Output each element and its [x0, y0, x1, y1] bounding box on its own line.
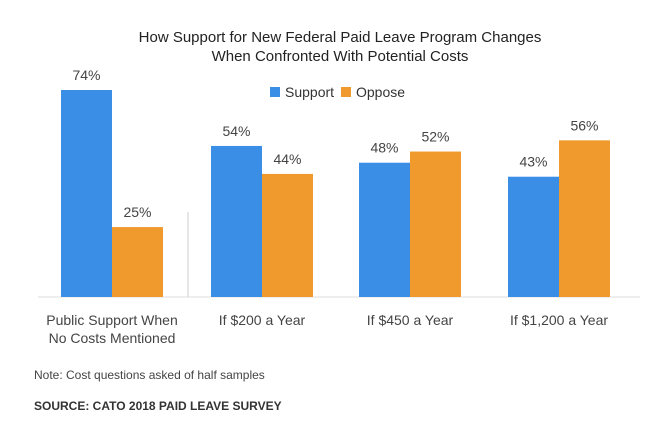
bar-support-4 [508, 176, 559, 297]
value-label-support-1: 74% [72, 67, 100, 83]
value-labels: 74% 54% 48% 43% 25% 44% 52% 56% [72, 67, 598, 220]
bar-oppose-3 [410, 151, 461, 297]
category-label-2-line-1: If $200 a Year [219, 312, 306, 328]
category-labels: Public Support When No Costs Mentioned If … [46, 312, 608, 346]
chart-title: How Support for New Federal Paid Leave P… [139, 29, 542, 65]
bar-oppose-2 [262, 173, 313, 297]
legend-label-oppose: Oppose [356, 84, 405, 100]
value-label-oppose-1: 25% [123, 204, 151, 220]
value-label-oppose-4: 56% [570, 117, 598, 133]
value-label-support-4: 43% [519, 154, 547, 170]
footnote: Note: Cost questions asked of half sampl… [34, 368, 265, 382]
value-label-oppose-2: 44% [273, 151, 301, 167]
chart-title-line-1: How Support for New Federal Paid Leave P… [139, 29, 542, 46]
category-label-1-line-1: Public Support When [46, 312, 178, 328]
bar-support-1 [61, 90, 112, 297]
category-label-4-line-1: If $1,200 a Year [510, 312, 608, 328]
legend: Support Oppose [270, 84, 405, 100]
chart-title-line-2: When Confronted With Potential Costs [212, 48, 469, 65]
bar-oppose-1 [112, 227, 163, 297]
category-label-1-line-2: No Costs Mentioned [49, 330, 176, 346]
legend-label-support: Support [285, 84, 334, 100]
legend-swatch-support [270, 87, 280, 97]
category-label-3-line-1: If $450 a Year [367, 312, 454, 328]
bars [61, 90, 610, 297]
value-label-oppose-3: 52% [421, 129, 449, 145]
bar-support-2 [211, 145, 262, 297]
bar-support-3 [359, 162, 410, 297]
legend-swatch-oppose [341, 87, 351, 97]
value-label-support-2: 54% [222, 123, 250, 139]
source-line: SOURCE: CATO 2018 PAID LEAVE SURVEY [34, 399, 282, 413]
bar-oppose-4 [559, 140, 610, 297]
value-label-support-3: 48% [370, 140, 398, 156]
